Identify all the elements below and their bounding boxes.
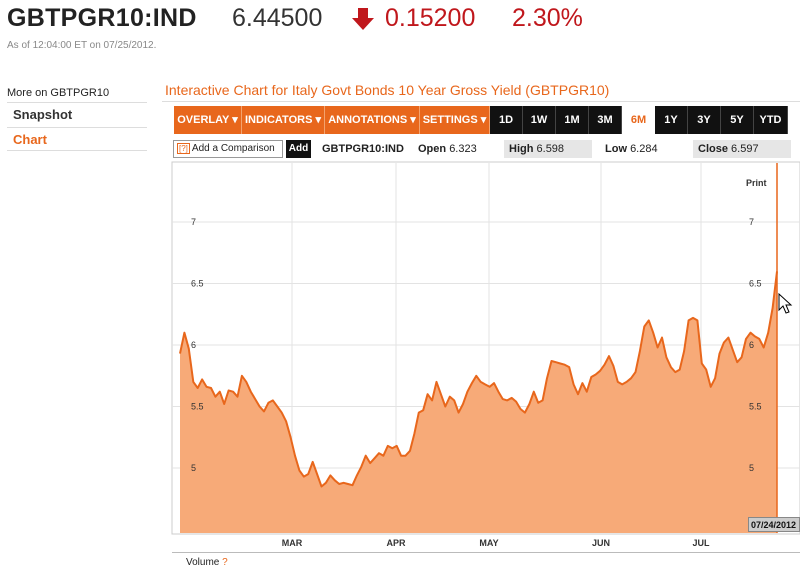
x-tick-label: APR: [386, 538, 406, 548]
annotations-menu-button[interactable]: ANNOTATIONS ▾: [325, 106, 420, 134]
range-button-6m[interactable]: 6M: [622, 106, 655, 134]
caret-down-icon: ▾: [480, 114, 487, 126]
indicators-menu-label: INDICATORS: [244, 114, 313, 126]
range-button-5y[interactable]: 5Y: [721, 106, 754, 134]
x-tick-label: MAY: [479, 538, 498, 548]
y-tick-label-right: 5: [749, 463, 754, 473]
settings-menu-button[interactable]: SETTINGS ▾: [420, 106, 490, 134]
stat-low-value: 6.284: [630, 143, 658, 155]
help-icon: [?]: [177, 143, 190, 154]
chart-title: Interactive Chart for Italy Govt Bonds 1…: [165, 82, 610, 98]
comparison-input[interactable]: [?] Add a Comparison: [173, 140, 283, 158]
y-tick-label-left: 6: [191, 340, 196, 350]
caret-down-icon: ▾: [315, 114, 322, 126]
sidebar-item-snapshot[interactable]: Snapshot: [7, 102, 147, 126]
print-link[interactable]: Print: [746, 178, 767, 188]
date-badge: 07/24/2012: [748, 517, 800, 532]
y-tick-label-right: 5.5: [749, 402, 762, 412]
y-tick-label-left: 7: [191, 217, 196, 227]
indicators-menu-button[interactable]: INDICATORS ▾: [242, 106, 325, 134]
y-tick-label-left: 6.5: [191, 279, 204, 289]
y-tick-label-right: 7: [749, 217, 754, 227]
series-line: [179, 271, 778, 488]
title-divider: [162, 101, 800, 102]
overlay-menu-label: OVERLAY: [177, 114, 230, 126]
sidebar-heading: More on GBTPGR10: [7, 87, 110, 99]
x-tick-label: JUN: [592, 538, 610, 548]
stat-open: Open 6.323: [413, 140, 493, 158]
annotations-menu-label: ANNOTATIONS: [328, 114, 408, 126]
as-of-timestamp: As of 12:04:00 ET on 07/25/2012.: [7, 40, 157, 51]
stat-open-label: Open: [418, 143, 447, 155]
ticker-symbol: GBTPGR10:IND: [7, 4, 197, 32]
mouse-cursor-icon: [778, 292, 793, 314]
cursor: [778, 292, 793, 314]
price-change: 0.15200: [385, 4, 476, 32]
settings-menu-label: SETTINGS: [422, 114, 478, 126]
percent-change: 2.30%: [512, 4, 583, 32]
range-button-1w[interactable]: 1W: [523, 106, 556, 134]
y-tick-label-right: 6.5: [749, 279, 762, 289]
stat-close-label: Close: [698, 143, 728, 155]
chart-labels: 5 5 5.5 5.5 6 6 6.5 6.5 7 7 MAR APR MAY JUN JUL: [191, 217, 762, 548]
chart-symbol: GBTPGR10:IND: [322, 143, 404, 155]
overlay-menu-button[interactable]: OVERLAY ▾: [174, 106, 242, 134]
series-area: [180, 271, 777, 533]
y-tick-label-left: 5.5: [191, 402, 204, 412]
range-button-1y[interactable]: 1Y: [655, 106, 688, 134]
stat-high-label: High: [509, 143, 534, 155]
range-button-1m[interactable]: 1M: [556, 106, 589, 134]
y-tick-label-right: 6: [749, 340, 754, 350]
range-button-3y[interactable]: 3Y: [688, 106, 721, 134]
volume-divider: [172, 552, 800, 553]
x-tick-label: MAR: [282, 538, 303, 548]
caret-down-icon: ▾: [410, 114, 416, 126]
last-price: 6.44500: [232, 4, 323, 32]
stat-open-value: 6.323: [449, 143, 477, 155]
stat-high: High 6.598: [504, 140, 592, 158]
y-tick-label-left: 5: [191, 463, 196, 473]
range-button-3m[interactable]: 3M: [589, 106, 622, 134]
caret-down-icon: ▾: [232, 114, 238, 126]
sidebar-item-chart[interactable]: Chart: [7, 127, 147, 151]
add-comparison-button[interactable]: Add: [286, 140, 311, 158]
stat-close: Close 6.597: [693, 140, 791, 158]
comparison-placeholder: Add a Comparison: [191, 143, 275, 154]
stat-close-value: 6.597: [731, 143, 759, 155]
chart-series: [179, 163, 778, 533]
plot-frame: [171, 161, 800, 535]
down-arrow-icon: [352, 8, 374, 30]
stat-low: Low 6.284: [600, 140, 688, 158]
range-button-ytd[interactable]: YTD: [754, 106, 788, 134]
x-tick-label: JUL: [692, 538, 710, 548]
range-button-1d[interactable]: 1D: [490, 106, 523, 134]
stat-high-value: 6.598: [536, 143, 565, 155]
stat-low-label: Low: [605, 143, 627, 155]
